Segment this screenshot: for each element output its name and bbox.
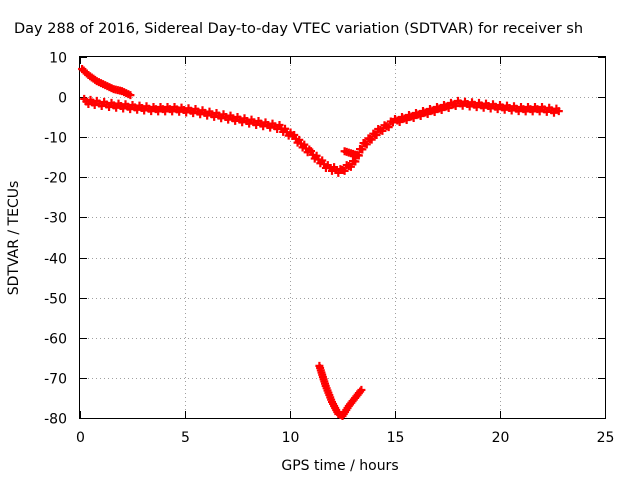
data-point-marker xyxy=(384,123,393,132)
y-tick-label: -60 xyxy=(44,332,67,348)
data-point-marker xyxy=(175,107,184,116)
data-point-marker xyxy=(416,112,425,121)
data-point-marker xyxy=(402,116,411,125)
data-point-marker xyxy=(119,104,128,113)
y-tick-label: -70 xyxy=(44,372,67,388)
y-tick-label: -10 xyxy=(44,131,67,147)
data-point-marker xyxy=(126,105,135,114)
tick-marks xyxy=(80,57,606,419)
x-tick-label: 10 xyxy=(282,430,300,446)
data-point-marker xyxy=(357,385,366,394)
data-point-marker xyxy=(430,108,439,117)
data-point-marker xyxy=(182,108,191,117)
data-series xyxy=(340,147,362,160)
data-point-marker xyxy=(340,166,349,175)
data-point-marker xyxy=(437,106,446,115)
data-point-marker xyxy=(97,101,106,110)
data-point-marker xyxy=(507,106,516,115)
data-point-marker xyxy=(353,151,362,160)
data-point-marker xyxy=(126,91,135,100)
data-point-marker xyxy=(346,162,355,171)
data-point-marker xyxy=(514,107,523,116)
data-point-marker xyxy=(554,107,563,116)
x-tick-label: 0 xyxy=(76,430,85,446)
data-series xyxy=(80,94,563,177)
x-tick-label: 15 xyxy=(387,430,405,446)
data-point-marker xyxy=(351,157,360,166)
y-tick-label: -20 xyxy=(44,171,67,187)
data-point-marker xyxy=(542,107,551,116)
data-point-marker xyxy=(493,105,502,114)
data-point-marker xyxy=(535,107,544,116)
data-point-marker xyxy=(154,107,163,116)
x-tick-label: 25 xyxy=(597,430,615,446)
data-point-marker xyxy=(486,104,495,113)
data-point-marker xyxy=(140,106,149,115)
data-point-marker xyxy=(358,145,367,154)
data-point-marker xyxy=(367,135,376,144)
data-point-marker xyxy=(161,107,170,116)
data-point-marker xyxy=(409,114,418,123)
data-point-marker xyxy=(90,100,99,109)
data-series xyxy=(315,361,366,420)
y-tick-label: -50 xyxy=(44,292,67,308)
chart-title: Day 288 of 2016, Sidereal Day-to-day VTE… xyxy=(14,21,583,37)
data-point-marker xyxy=(465,102,474,111)
data-point-marker xyxy=(528,107,537,116)
data-point-marker xyxy=(458,101,467,110)
data-point-marker xyxy=(105,102,114,111)
x-tick-label: 5 xyxy=(181,430,190,446)
data-point-marker xyxy=(550,108,558,117)
data-point-marker xyxy=(378,126,387,135)
data-point-marker xyxy=(479,103,488,112)
data-point-marker xyxy=(112,103,121,112)
data-point-marker xyxy=(451,101,460,110)
data-point-marker xyxy=(147,107,156,116)
data-point-marker xyxy=(423,110,432,119)
data-point-marker xyxy=(395,118,404,127)
data-point-marker xyxy=(472,103,481,112)
data-points xyxy=(78,65,563,420)
data-point-marker xyxy=(189,109,198,118)
y-tick-label: -80 xyxy=(44,412,67,428)
data-point-marker xyxy=(444,104,453,113)
y-tick-label: -40 xyxy=(44,252,67,268)
data-point-marker xyxy=(362,140,371,149)
data-point-marker xyxy=(372,130,381,139)
data-series xyxy=(78,65,135,100)
y-tick-label: -30 xyxy=(44,211,67,227)
y-tick-label: 0 xyxy=(58,91,67,107)
data-point-marker xyxy=(521,107,530,116)
data-point-marker xyxy=(133,105,142,114)
x-tick-label: 20 xyxy=(492,430,510,446)
x-axis-label: GPS time / hours xyxy=(281,458,398,474)
data-point-marker xyxy=(500,105,509,114)
y-tick-label: 10 xyxy=(49,51,67,67)
tick-labels: 10 0 -10 -20 -30 -40 -50 -60 -70 -80 0 5 10 15 20 25 xyxy=(44,51,614,447)
y-axis-label: SDTVAR / TECUs xyxy=(6,181,22,296)
data-point-marker xyxy=(168,107,177,116)
